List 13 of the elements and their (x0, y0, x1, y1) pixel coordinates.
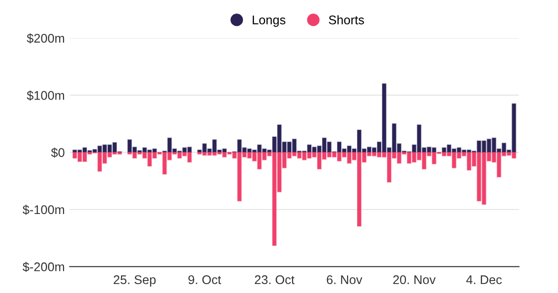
x-tick-label: 20. Nov (393, 275, 436, 284)
x-tick-label: 4. Dec (466, 275, 502, 284)
y-tick-label: $0 (51, 148, 64, 158)
x-tick-label: 9. Oct (188, 275, 222, 284)
legend-label: Longs (252, 16, 286, 27)
legend-label: Shorts (328, 15, 364, 24)
y-tick-label: $-100m (22, 204, 64, 215)
y-tick-label: $200m (26, 33, 64, 44)
x-tick-label: 6. Nov (326, 275, 362, 284)
x-tick-label: 25. Sep (114, 275, 156, 287)
y-tick-label: $100m (26, 90, 64, 101)
x-tick-label: 23. Oct (254, 275, 294, 284)
y-tick-label: $-200m (22, 262, 64, 272)
